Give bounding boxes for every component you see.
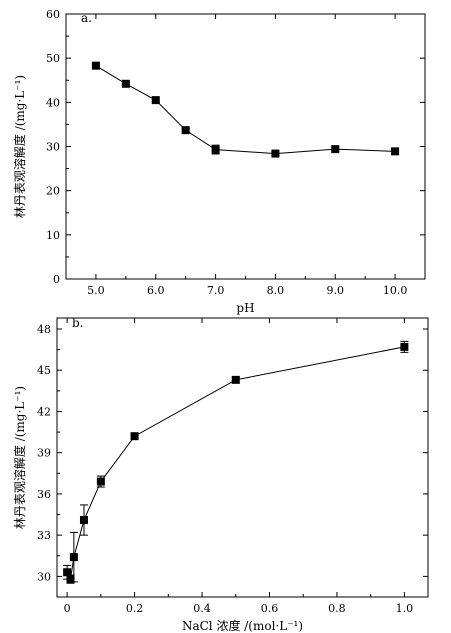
data-point [66,575,75,584]
data-point [181,126,190,135]
y-tick-label: 48 [37,323,51,336]
data-point [91,61,100,70]
data-point [400,342,409,351]
plot-frame [65,13,426,280]
y-tick-label: 39 [37,447,51,460]
x-tick-label: 0.4 [193,602,211,615]
x-tick-label: 6.0 [147,284,165,297]
x-axis-title: pH [236,301,254,315]
x-tick-label: 0.8 [328,602,346,615]
y-tick-label: 30 [46,141,60,154]
y-axis-title: 林丹表观溶解度 /(mg·L⁻¹) [12,386,27,529]
y-tick-label: 36 [37,488,51,501]
data-point [391,147,400,156]
y-tick-label: 40 [46,96,60,109]
x-tick-label: 0 [64,602,71,615]
data-point [151,96,160,105]
x-tick-label: 0.6 [261,602,279,615]
plot-frame [56,317,429,598]
panel-label: a. [81,11,92,25]
panel-label: b. [72,316,84,330]
y-tick-label: 0 [53,273,60,286]
x-tick-label: 10.0 [383,284,408,297]
y-tick-label: 45 [37,364,51,377]
data-point [130,432,139,441]
y-tick-label: 33 [37,529,51,542]
y-tick-label: 50 [46,52,60,65]
x-axis-title: NaCl 浓度 /(mol·L⁻¹) [182,618,303,633]
y-tick-label: 30 [37,570,51,583]
x-tick-label: 8.0 [267,284,285,297]
y-tick-label: 10 [46,229,60,242]
y-tick-label: 20 [46,185,60,198]
data-point [79,516,88,525]
y-tick-label: 60 [46,8,60,21]
data-point [231,375,240,384]
data-point [271,149,280,158]
data-point [121,79,130,88]
data-point [63,568,72,577]
y-axis-title: 林丹表观溶解度 /(mg·L⁻¹) [12,75,27,218]
series-line [95,65,396,155]
x-tick-label: 0.2 [126,602,144,615]
y-tick-label: 42 [37,405,51,418]
data-point [331,145,340,154]
x-tick-label: 9.0 [327,284,345,297]
panel-a-chart: 5.0 6.0 7.0 8.0 9.0 10.0 0 10 20 30 40 50 60 pH 林丹表观溶解… [12,8,426,315]
x-tick-label: 1.0 [396,602,414,615]
panel-b-chart: 0 0.2 0.4 0.6 0.8 1.0 30 33 36 39 42 45 48 NaCl 浓度 /(… [12,316,429,633]
x-tick-label: 7.0 [207,284,225,297]
data-point [96,477,105,486]
data-point [211,145,220,154]
data-point [69,553,78,562]
x-tick-label: 5.0 [87,284,105,297]
